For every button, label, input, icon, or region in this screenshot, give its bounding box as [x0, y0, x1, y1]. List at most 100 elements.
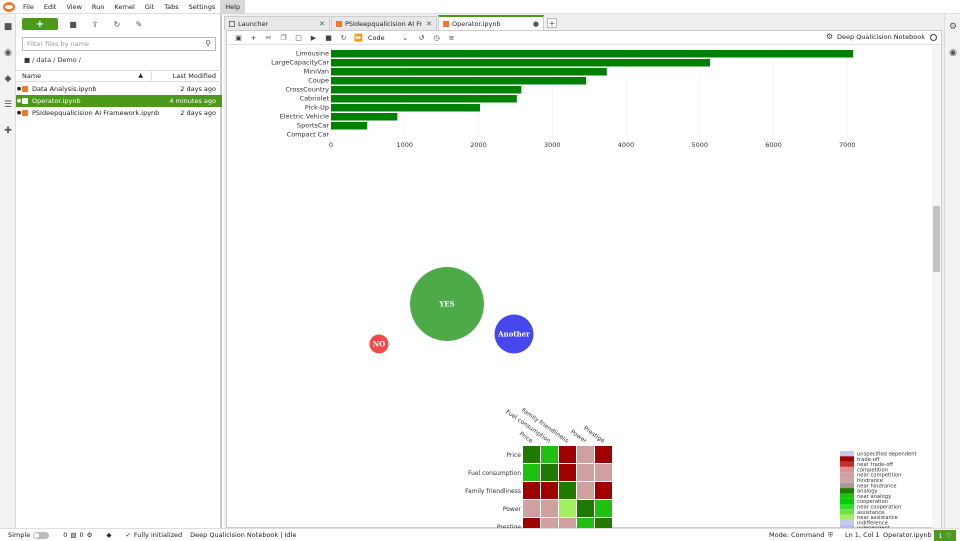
legend-swatch	[840, 504, 854, 510]
breadcrumb-path[interactable]: / data / Demo /	[32, 56, 81, 64]
new-launcher-button[interactable]: +	[22, 18, 58, 30]
file-filter-input[interactable]: Filter files by name ⚲	[22, 37, 216, 51]
terminal-count-value: 0	[63, 531, 68, 539]
folder-icon[interactable]: ■	[3, 22, 13, 32]
tab-psideepqualicision[interactable]: PSIdeepqualicision AI Frame ✕	[331, 16, 437, 30]
cursor-position[interactable]: Ln 1, Col 1	[845, 531, 880, 539]
git-clone-icon[interactable]: ✎	[135, 19, 143, 29]
check-icon: ✓	[125, 531, 131, 539]
menu-file[interactable]: File	[23, 2, 34, 11]
git-status-icon[interactable]: ◆	[106, 531, 112, 539]
git-icon[interactable]: ◆	[4, 74, 12, 84]
notification-button[interactable]: 1 ♡	[934, 530, 956, 541]
toggle-switch[interactable]	[33, 531, 50, 539]
menu-view[interactable]: View	[66, 2, 82, 11]
run-icon[interactable]: ▶	[310, 33, 317, 42]
menu-tabs[interactable]: Tabs	[164, 2, 179, 11]
row-label: Price	[506, 452, 521, 459]
stop-icon[interactable]: ■	[325, 33, 332, 42]
legend-label: trade-off	[857, 457, 880, 463]
legend-swatch	[840, 493, 854, 499]
menu-settings[interactable]: Settings	[188, 2, 216, 11]
heatmap-cell	[559, 464, 576, 481]
heatmap-cell	[523, 518, 540, 528]
toc-icon[interactable]: ☰	[3, 100, 13, 110]
breadcrumb: ■ / data / Demo /	[24, 55, 81, 65]
gear-icon[interactable]: ⚙	[825, 32, 833, 41]
tab-operator[interactable]: Operator.ipynb ●	[438, 15, 544, 30]
heatmap-cell	[541, 500, 558, 517]
add-cell-icon[interactable]: +	[250, 33, 257, 42]
menu-run[interactable]: Run	[91, 2, 105, 11]
file-row[interactable]: ● PSIdeepqualicision AI Framework.ipynb …	[16, 107, 222, 119]
heatmap-cell	[541, 518, 558, 528]
unsaved-dot-icon[interactable]: ●	[532, 19, 539, 28]
extension-icon[interactable]: ✚	[4, 126, 12, 136]
menu-help[interactable]: Help	[220, 0, 246, 14]
kernel-status-icon	[930, 34, 937, 41]
folder-icon[interactable]: ■	[24, 56, 31, 64]
menu-edit[interactable]: Edit	[43, 2, 57, 11]
kernel-name[interactable]: Deep Qualicision Notebook	[837, 33, 925, 41]
heatmap-cell	[559, 446, 576, 463]
kernel-state[interactable]: Deep Qualicision Notebook | Idle	[190, 531, 297, 539]
refresh-icon[interactable]: ↻	[113, 19, 121, 29]
running-icon[interactable]: ◉	[4, 48, 12, 58]
scrollbar-thumb[interactable]	[933, 206, 940, 272]
copy-icon[interactable]: ❐	[280, 33, 287, 42]
format-icon[interactable]: ≡	[448, 33, 455, 42]
fast-forward-icon[interactable]: ⏩	[354, 33, 363, 42]
heatmap-cell	[595, 464, 612, 481]
file-row-selected[interactable]: ● Operator.ipynb 4 minutes ago	[16, 95, 222, 107]
property-inspector-icon[interactable]: ⚙	[948, 22, 958, 32]
x-tick-label: 3000	[544, 141, 561, 149]
upload-icon[interactable]: ⇪	[91, 19, 99, 29]
column-modified-header[interactable]: Last Modified	[172, 72, 216, 80]
simple-mode-toggle[interactable]: Simple	[8, 531, 50, 539]
cell-type-select[interactable]: Code ⌄	[368, 34, 408, 42]
add-tab-button[interactable]: +	[547, 18, 557, 28]
heatmap-cell	[577, 500, 594, 517]
kernel-icon: ⚙	[86, 531, 93, 539]
x-tick-label: 1000	[396, 141, 413, 149]
tab-label: Launcher	[238, 19, 269, 28]
legend-label: assistance	[857, 510, 884, 516]
legend-label: near analogy	[857, 494, 891, 500]
column-name-header[interactable]: Name ▲	[16, 70, 152, 82]
file-name: PSIdeepqualicision AI Framework.ipynb	[32, 109, 160, 117]
heatmap-cell	[595, 482, 612, 499]
menu-kernel[interactable]: Kernel	[114, 2, 135, 11]
menu-git[interactable]: Git	[144, 2, 155, 11]
bar	[331, 104, 480, 112]
heatmap-cell	[595, 446, 612, 463]
bar	[331, 86, 522, 94]
simple-mode-label: Simple	[8, 531, 31, 539]
save-icon[interactable]: ▣	[235, 33, 242, 42]
debugger-icon[interactable]: ◉	[949, 48, 957, 58]
heatmap-cell	[577, 518, 594, 528]
close-icon[interactable]: ✕	[426, 19, 432, 28]
file-row[interactable]: ● Data Analysis.ipynb 2 days ago	[16, 83, 222, 95]
restart-icon[interactable]: ↻	[340, 33, 347, 42]
terminal-count[interactable]: 0 ▧ 0 ⚙	[63, 531, 92, 539]
notebook-icon	[22, 86, 28, 92]
bubble	[410, 267, 484, 341]
cut-icon[interactable]: ✂	[265, 33, 272, 42]
paste-icon[interactable]: □	[295, 33, 302, 42]
row-label: Power	[503, 506, 522, 513]
clock-icon[interactable]: ◷	[433, 33, 440, 42]
scrollbar[interactable]	[932, 46, 941, 528]
y-tick-label: LargeCapacityCar	[271, 59, 329, 67]
close-icon[interactable]: ✕	[319, 19, 325, 28]
file-list-header: Name ▲ Last Modified	[16, 70, 222, 82]
tab-launcher[interactable]: Launcher ✕	[224, 16, 330, 30]
new-folder-icon[interactable]: ■	[69, 19, 77, 29]
right-sidebar-tabs: ⚙ ◉	[944, 14, 960, 528]
bubble-chart: YES Another NO	[369, 267, 534, 354]
git-diff-icon[interactable]: ↺	[418, 33, 425, 42]
cell-type-value: Code	[368, 33, 385, 42]
x-tick-label: 6000	[765, 141, 782, 149]
menu-bar: File Edit View Run Kernel Git Tabs Setti…	[0, 0, 960, 14]
legend-swatch	[840, 451, 854, 457]
y-tick-label: Limousine	[296, 50, 329, 58]
